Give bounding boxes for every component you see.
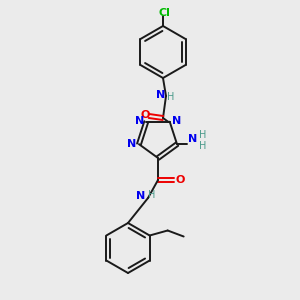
Text: N: N [128,139,136,149]
Text: N: N [172,116,182,126]
Text: N: N [135,116,144,126]
Text: H: H [148,190,156,200]
Text: H: H [199,130,207,140]
Text: N: N [156,90,166,100]
Text: O: O [175,175,185,185]
Text: N: N [136,191,146,201]
Text: O: O [140,110,150,120]
Text: Cl: Cl [158,8,170,18]
Text: H: H [199,141,207,151]
Text: N: N [188,134,198,144]
Text: H: H [167,92,175,102]
